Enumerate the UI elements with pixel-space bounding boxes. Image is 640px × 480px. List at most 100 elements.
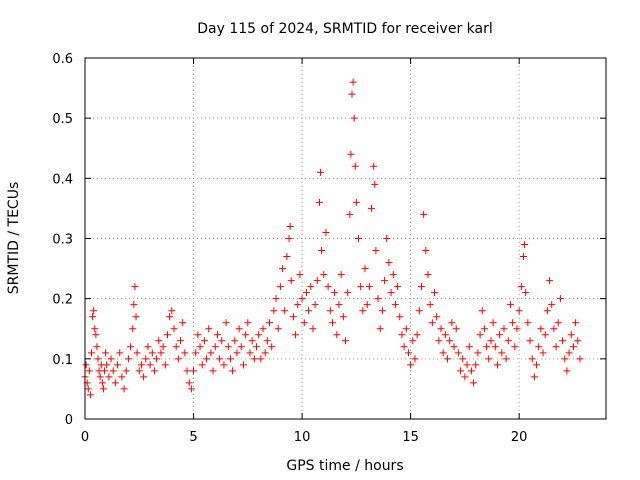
data-point	[337, 271, 345, 279]
data-point	[344, 289, 352, 297]
data-point	[211, 343, 219, 351]
data-point	[371, 180, 379, 188]
data-point	[415, 307, 423, 315]
x-axis-ticks: 0 5 10 15 20	[81, 58, 527, 445]
data-point	[550, 325, 558, 333]
data-point	[556, 295, 564, 303]
data-point	[155, 337, 163, 345]
data-point	[502, 355, 510, 363]
data-point	[101, 367, 109, 375]
data-point	[480, 325, 488, 333]
data-point	[198, 361, 206, 369]
x-tick-label: 10	[294, 430, 311, 445]
data-point	[452, 325, 460, 333]
data-point	[93, 343, 101, 351]
data-point	[374, 295, 382, 303]
data-point	[530, 373, 538, 381]
data-point	[487, 337, 495, 345]
data-point	[485, 355, 493, 363]
data-point	[376, 325, 384, 333]
data-point	[216, 355, 224, 363]
data-point	[441, 331, 449, 339]
data-point	[543, 307, 551, 315]
data-point	[302, 289, 310, 297]
data-point	[102, 349, 110, 357]
data-point	[515, 307, 523, 315]
data-point	[94, 355, 102, 363]
data-point	[229, 367, 237, 375]
data-point	[335, 301, 343, 309]
data-point	[289, 313, 297, 321]
data-points	[81, 78, 584, 399]
data-point	[548, 301, 556, 309]
data-point	[107, 355, 115, 363]
data-point	[339, 313, 347, 321]
data-point	[378, 307, 386, 315]
data-point	[546, 277, 554, 285]
data-point	[287, 277, 295, 285]
data-point	[86, 391, 94, 399]
data-point	[459, 355, 467, 363]
data-point	[478, 307, 486, 315]
data-point	[142, 355, 150, 363]
data-point	[463, 361, 471, 369]
data-point	[331, 289, 339, 297]
data-point	[276, 283, 284, 291]
data-point	[150, 367, 158, 375]
data-point	[305, 307, 313, 315]
data-point	[435, 337, 443, 345]
x-tick-label: 5	[189, 430, 197, 445]
data-point	[307, 283, 315, 291]
data-point	[365, 283, 373, 291]
data-point	[404, 349, 412, 357]
data-point	[248, 337, 256, 345]
data-point	[220, 361, 228, 369]
data-point	[292, 331, 300, 339]
data-point	[422, 247, 430, 255]
data-point	[509, 319, 517, 327]
data-point	[533, 361, 541, 369]
data-point	[172, 343, 180, 351]
data-point	[190, 367, 198, 375]
data-point	[437, 325, 445, 333]
data-point	[244, 319, 252, 327]
data-point	[272, 295, 280, 303]
data-point	[255, 331, 263, 339]
data-point	[398, 331, 406, 339]
data-point	[363, 301, 371, 309]
x-axis-label: GPS time / hours	[286, 458, 403, 474]
data-point	[91, 325, 99, 333]
data-point	[411, 355, 419, 363]
data-point	[194, 331, 202, 339]
data-point	[413, 331, 421, 339]
y-tick-label: 0.2	[52, 293, 73, 308]
data-point	[157, 349, 165, 357]
data-point	[111, 379, 119, 387]
data-point	[396, 313, 404, 321]
data-point	[565, 349, 573, 357]
data-point	[561, 355, 569, 363]
x-tick-label: 0	[81, 430, 89, 445]
data-point	[274, 325, 282, 333]
data-point	[170, 325, 178, 333]
y-tick-label: 0.3	[52, 233, 73, 248]
data-point	[242, 331, 250, 339]
data-point	[352, 198, 360, 206]
data-point	[457, 367, 465, 375]
data-point	[385, 259, 393, 267]
data-point	[317, 168, 325, 176]
data-point	[118, 373, 126, 381]
data-point	[333, 331, 341, 339]
data-point	[324, 283, 332, 291]
y-tick-label: 0.6	[52, 52, 73, 67]
data-point	[470, 379, 478, 387]
data-point	[207, 349, 215, 357]
data-point	[250, 355, 258, 363]
data-point	[539, 349, 547, 357]
data-point	[394, 283, 402, 291]
data-point	[387, 289, 395, 297]
data-point	[465, 343, 473, 351]
data-point	[261, 349, 269, 357]
data-point	[381, 277, 389, 285]
